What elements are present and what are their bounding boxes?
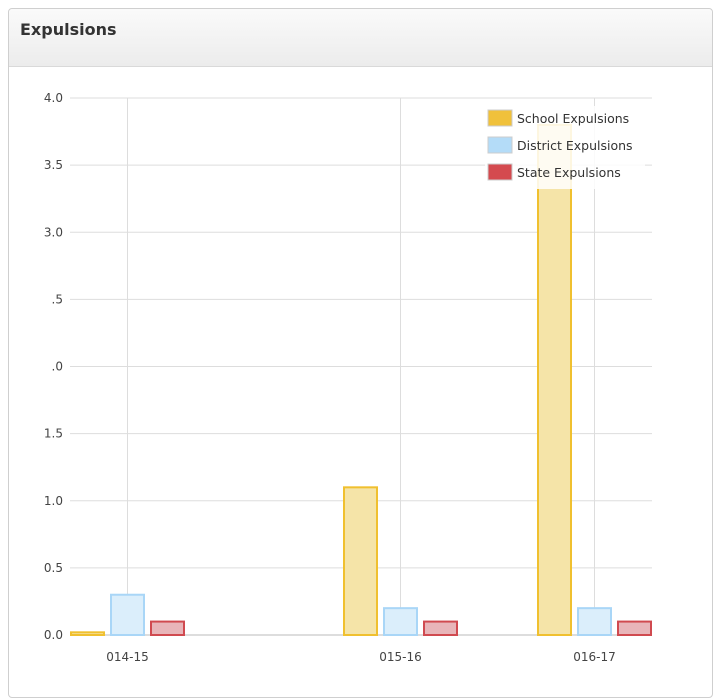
y-tick-label: 4.0 <box>44 91 63 105</box>
bar-state-expulsions[interactable] <box>150 620 185 637</box>
y-tick-label: .5 <box>52 292 63 306</box>
y-tick-label: 1.0 <box>44 494 63 508</box>
bar-district-expulsions[interactable] <box>577 607 612 637</box>
legend-label[interactable]: District Expulsions <box>517 138 633 153</box>
bar-district-expulsions[interactable] <box>110 593 145 636</box>
x-axis-ticks: 014-15 015-16 016-17 <box>106 650 616 664</box>
legend-label[interactable]: State Expulsions <box>517 165 621 180</box>
x-tick-label: 014-15 <box>106 650 149 664</box>
bar-district-expulsions[interactable] <box>383 607 418 637</box>
panel-header <box>9 9 712 67</box>
chart-legend: School Expulsions District Expulsions Stat… <box>485 106 645 189</box>
bar-state-expulsions[interactable] <box>617 620 652 637</box>
y-tick-label: 3.0 <box>44 225 63 239</box>
y-tick-label: 0.0 <box>44 628 63 642</box>
bar-school-expulsions[interactable] <box>343 486 378 637</box>
legend-swatch-district-expulsions[interactable] <box>487 136 513 154</box>
y-tick-label: 3.5 <box>44 158 63 172</box>
chart-bars <box>70 123 652 637</box>
legend-label[interactable]: School Expulsions <box>517 111 629 126</box>
y-tick-label: 1.5 <box>44 427 63 441</box>
x-tick-label: 016-17 <box>573 650 616 664</box>
y-axis-ticks: 0.0 0.5 1.0 1.5 .0 .5 3.0 3.5 4.0 <box>44 91 63 642</box>
bar-state-expulsions[interactable] <box>423 620 458 637</box>
bar-school-expulsions[interactable] <box>70 631 105 637</box>
legend-swatch-state-expulsions[interactable] <box>487 163 513 181</box>
legend-swatch-school-expulsions[interactable] <box>487 109 513 127</box>
panel-title: Expulsions <box>20 20 117 39</box>
x-tick-label: 015-16 <box>379 650 422 664</box>
bar-school-expulsions[interactable] <box>537 123 572 636</box>
y-tick-label: .0 <box>52 360 63 374</box>
y-tick-label: 0.5 <box>44 561 63 575</box>
